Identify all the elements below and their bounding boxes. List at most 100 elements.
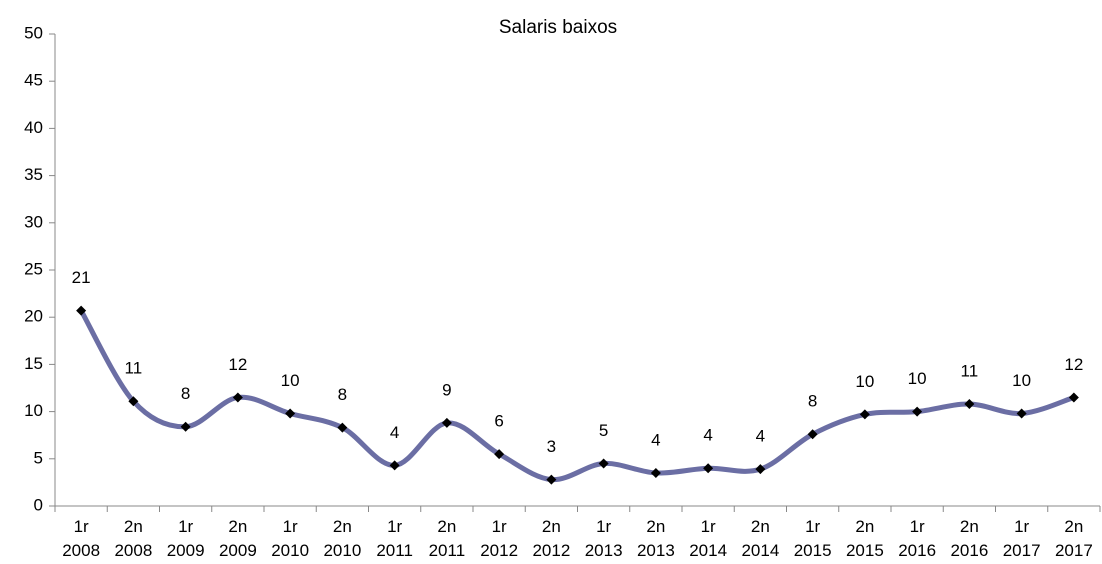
y-tick-label: 20 (24, 307, 43, 326)
x-tick-label-line: 1r (492, 517, 507, 536)
x-tick-label: 1r 2017 (1003, 517, 1041, 560)
marker (1068, 392, 1079, 403)
marker (703, 463, 714, 474)
x-tick-label-line: 2n (437, 517, 456, 536)
x-tick-label-line: 2n (751, 517, 770, 536)
x-tick-label: 2n 2017 (1055, 517, 1093, 560)
x-tick-label-line: 2010 (323, 541, 361, 560)
y-tick-label: 10 (24, 401, 43, 420)
y-tick-label: 0 (34, 495, 43, 514)
data-label: 8 (338, 385, 347, 404)
x-tick-label-line: 2010 (271, 541, 309, 560)
x-tick-label-line: 2011 (376, 541, 413, 560)
x-tick-label: 1r 2016 (898, 517, 936, 560)
x-tick-label: 1r 2014 (689, 517, 727, 560)
x-tick-label-line: 2012 (480, 541, 518, 560)
data-label: 3 (547, 437, 556, 456)
x-tick-label-line: 2014 (741, 541, 779, 560)
data-label: 11 (961, 362, 979, 381)
x-tick-label-line: 1r (910, 517, 925, 536)
marker (441, 417, 452, 428)
marker (389, 460, 400, 471)
marker (285, 408, 296, 419)
data-label: 10 (1012, 371, 1031, 390)
x-tick-label-line: 2013 (637, 541, 675, 560)
data-label: 10 (908, 369, 927, 388)
marker (912, 406, 923, 417)
x-tick-label-line: 1r (805, 517, 820, 536)
marker (1016, 408, 1027, 419)
data-label: 10 (855, 372, 874, 391)
data-label: 9 (442, 380, 451, 399)
y-tick-label: 15 (24, 354, 43, 373)
x-tick-label-line: 2009 (219, 541, 257, 560)
x-tick-label: 2n 2014 (741, 517, 779, 560)
x-tick-label-line: 2n (855, 517, 874, 536)
x-tick-label-line: 2008 (114, 541, 152, 560)
data-label: 4 (703, 426, 712, 445)
x-tick-label-line: 2n (646, 517, 665, 536)
data-label: 6 (494, 412, 503, 431)
x-tick-label: 2n 2011 (429, 517, 466, 560)
data-label: 8 (181, 384, 190, 403)
x-tick-label-line: 2008 (62, 541, 100, 560)
marker (755, 464, 766, 475)
x-tick-label-line: 1r (701, 517, 716, 536)
x-tick-label: 1r 2010 (271, 517, 309, 560)
marker (598, 458, 609, 469)
x-tick-label-line: 2n (1064, 517, 1083, 536)
y-tick-label: 50 (24, 23, 43, 42)
x-tick-label-line: 2n (228, 517, 247, 536)
x-tick-label-line: 2013 (585, 541, 623, 560)
x-tick-label-line: 2009 (167, 541, 205, 560)
x-tick-label-line: 2n (124, 517, 143, 536)
data-label: 4 (390, 423, 399, 442)
y-tick-label: 35 (24, 165, 43, 184)
x-tick-label: 2n 2015 (846, 517, 884, 560)
x-tick-label-line: 1r (74, 517, 89, 536)
x-tick-label: 1r 2012 (480, 517, 518, 560)
marker (180, 421, 191, 432)
x-tick-label-line: 1r (1014, 517, 1029, 536)
x-tick-label: 1r 2015 (794, 517, 832, 560)
x-tick-label: 1r 2011 (376, 517, 413, 560)
chart-title: Salaris baixos (499, 17, 617, 38)
x-tick-label-line: 1r (283, 517, 298, 536)
x-tick-label-line: 2016 (950, 541, 988, 560)
line (78, 309, 1075, 483)
y-tick-label: 25 (24, 259, 43, 278)
x-tick-label-line: 2n (960, 517, 979, 536)
x-tick-label-line: 2015 (846, 541, 884, 560)
x-tick-label-line: 2n (542, 517, 561, 536)
data-label: 5 (599, 421, 608, 440)
x-tick-label-line: 2012 (532, 541, 570, 560)
data-label: 8 (808, 392, 817, 411)
x-tick-label-line: 1r (596, 517, 611, 536)
data-label: 4 (651, 430, 660, 449)
marker (494, 449, 505, 460)
y-tick-label: 40 (24, 118, 43, 137)
x-tick-label: 2n 2009 (219, 517, 257, 560)
x-tick-label-line: 2015 (794, 541, 832, 560)
marker (337, 422, 348, 433)
x-tick-label: 1r 2013 (585, 517, 623, 560)
x-tick-label: 2n 2016 (950, 517, 988, 560)
marker (807, 429, 818, 440)
x-tick-label-line: 2n (333, 517, 352, 536)
x-tick-label-line: 2016 (898, 541, 936, 560)
x-tick-label: 2n 2013 (637, 517, 675, 560)
x-tick-label-line: 1r (178, 517, 193, 536)
marker (859, 409, 870, 420)
y-tick-label: 30 (24, 212, 43, 231)
data-label: 21 (72, 268, 91, 287)
x-tick-label: 2n 2012 (532, 517, 570, 560)
x-tick-label-line: 2017 (1055, 541, 1093, 560)
x-tick-label-line: 2017 (1003, 541, 1041, 560)
marker (650, 467, 661, 478)
x-tick-label-line: 2014 (689, 541, 727, 560)
x-tick-label: 1r 2008 (62, 517, 100, 560)
marker (232, 392, 243, 403)
data-label: 10 (281, 371, 300, 390)
data-label: 12 (228, 355, 247, 374)
